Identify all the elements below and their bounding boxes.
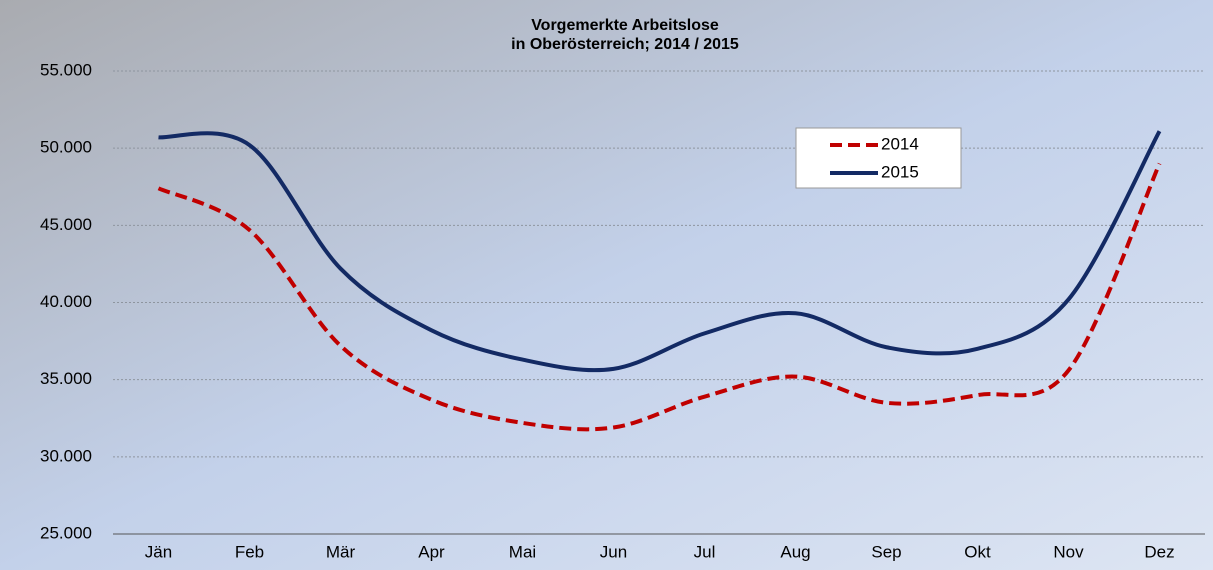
line-series <box>158 130 1162 373</box>
y-tick-label: 55.000 <box>40 60 92 79</box>
line-series <box>157 162 1162 432</box>
x-tick-label: Dez <box>1144 542 1174 561</box>
x-tick-label: Nov <box>1053 542 1084 561</box>
x-tick-label: Sep <box>871 542 901 561</box>
legend-label: 2015 <box>881 162 919 181</box>
y-tick-label: 40.000 <box>40 292 92 311</box>
y-tick-label: 30.000 <box>40 446 92 465</box>
x-tick-label: Jän <box>145 542 172 561</box>
x-tick-label: Apr <box>418 542 445 561</box>
y-tick-label: 50.000 <box>40 138 92 157</box>
x-tick-label: Jun <box>600 542 627 561</box>
x-tick-label: Aug <box>780 542 810 561</box>
y-tick-label: 25.000 <box>40 523 92 542</box>
x-tick-label: Mär <box>326 542 356 561</box>
y-tick-label: 45.000 <box>40 215 92 234</box>
y-tick-label: 35.000 <box>40 369 92 388</box>
x-tick-label: Mai <box>509 542 536 561</box>
chart-title: in Oberösterreich; 2014 / 2015 <box>511 36 739 53</box>
chart-title: Vorgemerkte Arbeitslose <box>531 17 719 34</box>
legend-box <box>795 127 962 189</box>
x-tick-label: Jul <box>694 542 716 561</box>
x-tick-label: Feb <box>235 542 264 561</box>
legend-label: 2014 <box>881 134 919 153</box>
x-tick-label: Okt <box>964 542 991 561</box>
